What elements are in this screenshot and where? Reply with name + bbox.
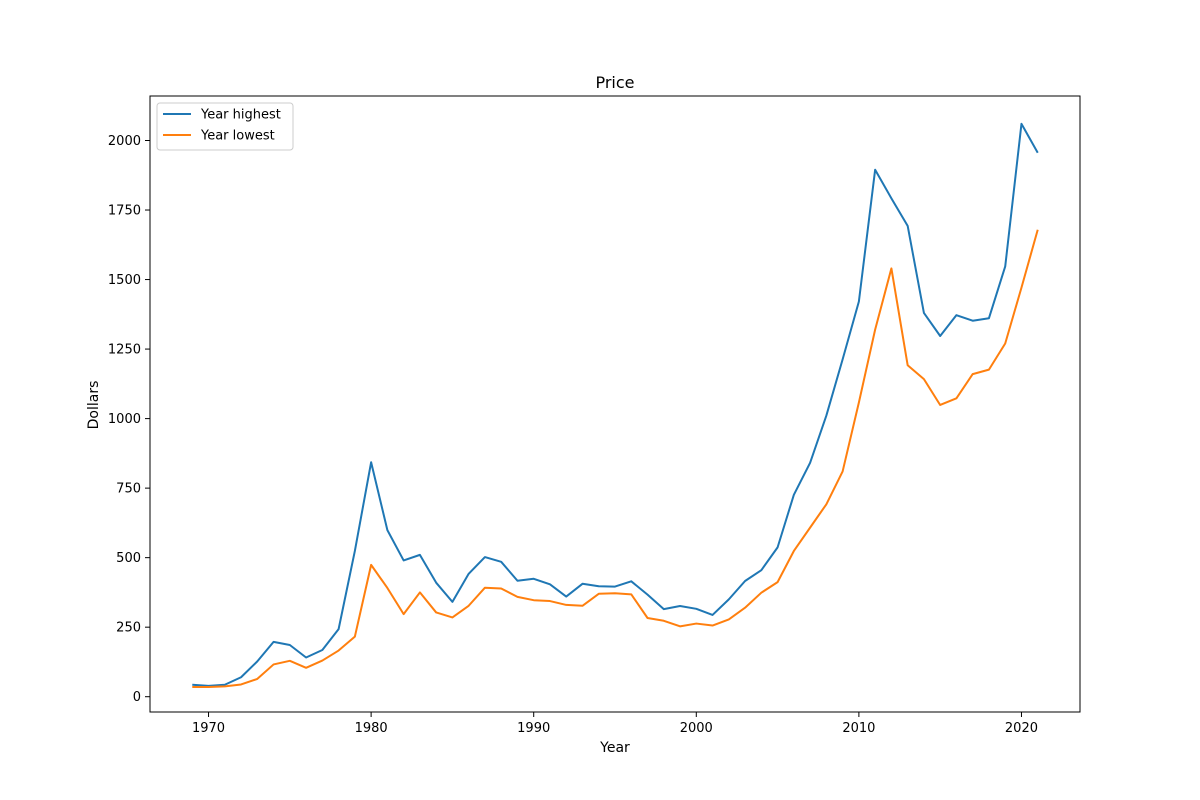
y-axis: 0 250 500 750 1000 1250 1500 1750 2000 [108, 134, 150, 705]
x-axis-label: Year [599, 740, 630, 756]
y-axis-label: Dollars [86, 381, 102, 430]
x-tick-label: 2010 [842, 721, 875, 736]
x-tick-label: 2000 [680, 721, 713, 736]
x-tick-label: 1990 [517, 721, 550, 736]
x-tick-label: 1970 [192, 721, 225, 736]
plot-area [149, 95, 1081, 713]
series-line-year-highest [192, 122, 1039, 687]
chart-title: Price [595, 73, 634, 92]
y-tick-label: 1250 [108, 343, 141, 358]
y-tick-label: 2000 [108, 134, 141, 149]
y-tick-label: 0 [133, 690, 141, 705]
plot-frame [149, 95, 1081, 713]
y-tick-label: 750 [116, 482, 141, 497]
y-tick-label: 250 [116, 621, 141, 636]
y-tick-label: 1000 [108, 412, 141, 427]
x-axis: 1970 1980 1990 2000 2010 2020 [192, 712, 1038, 736]
legend-label: Year highest [200, 108, 281, 123]
legend-label: Year lowest [200, 129, 275, 144]
series-line-year-lowest [192, 229, 1039, 688]
x-tick-label: 2020 [1005, 721, 1038, 736]
series-layer [192, 122, 1039, 688]
y-tick-label: 1750 [108, 204, 141, 219]
legend: Year highest Year lowest [156, 102, 294, 151]
y-tick-label: 1500 [108, 273, 141, 288]
y-tick-label: 500 [116, 551, 141, 566]
x-tick-label: 1980 [355, 721, 388, 736]
